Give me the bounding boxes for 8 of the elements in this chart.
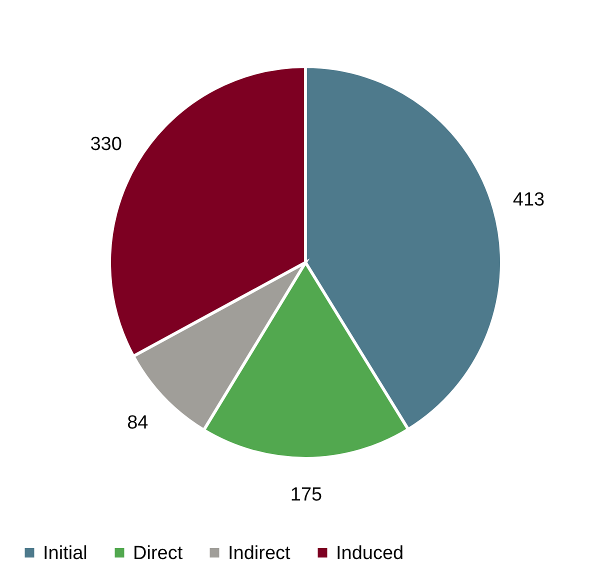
data-label: 175 [290,484,322,506]
data-label: 84 [127,412,149,434]
legend-label: Initial [43,542,88,564]
legend-label: Induced [336,542,404,564]
data-label: 413 [512,189,545,210]
legend-label: Direct [133,542,184,564]
data-label: 330 [90,134,122,155]
legend-label: Indirect [228,542,292,564]
